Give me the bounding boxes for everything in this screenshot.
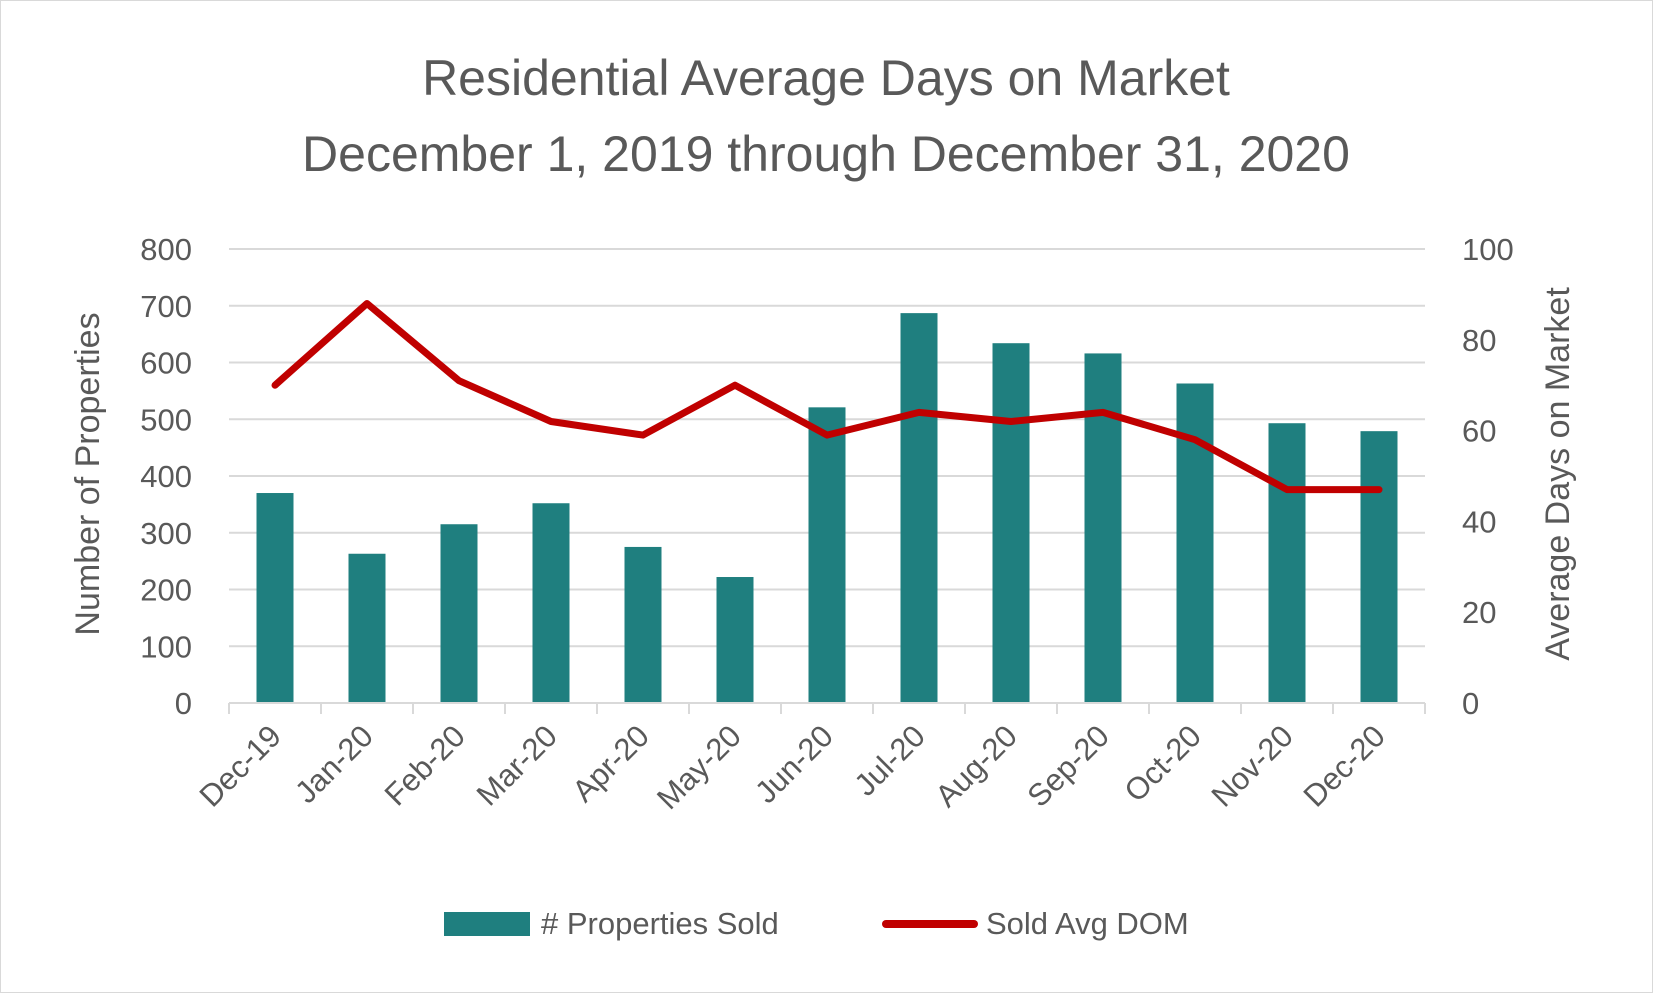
right-axis-ticks: 0 20 40 60 80 100 <box>1462 232 1514 721</box>
x-tick-label: Dec-20 <box>1297 718 1392 813</box>
bar <box>1268 423 1306 703</box>
line-series <box>271 300 1383 494</box>
right-axis-title: Average Days on Market <box>1539 287 1577 661</box>
legend-bar-label: # Properties Sold <box>541 906 779 941</box>
x-tick-label: Jul-20 <box>847 718 931 802</box>
legend-bar-swatch <box>444 912 530 936</box>
bar <box>348 553 386 703</box>
legend-line-label: Sold Avg DOM <box>986 906 1189 941</box>
bar-series <box>256 313 1398 703</box>
dom-point <box>550 421 552 423</box>
x-tick-label: Nov-20 <box>1205 718 1300 813</box>
left-tick-label: 700 <box>140 289 192 324</box>
right-tick-label: 20 <box>1462 595 1496 630</box>
dom-point <box>1194 439 1196 441</box>
x-axis <box>228 702 1426 714</box>
x-tick-label: Mar-20 <box>470 718 564 812</box>
dom-point <box>1010 421 1012 423</box>
left-axis-ticks: 0 100 200 300 400 500 600 700 800 <box>140 232 192 721</box>
dom-line <box>271 300 1383 494</box>
right-tick-label: 40 <box>1462 504 1496 539</box>
right-tick-label: 60 <box>1462 414 1496 449</box>
x-tick-label: Feb-20 <box>378 718 472 812</box>
x-tick-label: Aug-20 <box>929 718 1024 813</box>
dom-point <box>1378 489 1380 491</box>
x-tick-label: Dec-19 <box>193 718 288 813</box>
bar <box>256 493 294 703</box>
dom-point <box>366 302 368 304</box>
right-tick-label: 80 <box>1462 323 1496 358</box>
bar <box>716 577 754 703</box>
x-tick-label: Apr-20 <box>565 718 656 809</box>
bar <box>1084 353 1122 703</box>
left-tick-label: 200 <box>140 573 192 608</box>
x-tick-label: Jun-20 <box>748 718 840 810</box>
dom-point <box>1286 489 1288 491</box>
left-axis-title: Number of Properties <box>69 312 107 635</box>
bar <box>808 407 846 703</box>
dom-point <box>734 384 736 386</box>
chart-subtitle: December 1, 2019 through December 31, 20… <box>302 126 1350 182</box>
bar <box>992 343 1030 703</box>
dom-point <box>642 434 644 436</box>
x-tick-label: Sep-20 <box>1021 718 1116 813</box>
dom-point <box>826 434 828 436</box>
dom-point <box>274 384 276 386</box>
bar <box>532 503 570 703</box>
x-tick-label: Oct-20 <box>1117 718 1208 809</box>
bar <box>1176 383 1214 703</box>
left-tick-label: 600 <box>140 346 192 381</box>
right-tick-label: 0 <box>1462 686 1479 721</box>
chart-title: Residential Average Days on Market <box>422 50 1230 106</box>
dom-point <box>918 411 920 413</box>
bar <box>1360 431 1398 703</box>
legend: # Properties Sold Sold Avg DOM <box>444 906 1189 941</box>
left-tick-label: 500 <box>140 402 192 437</box>
bar <box>624 546 662 703</box>
dom-point <box>1102 411 1104 413</box>
dom-point <box>458 380 460 382</box>
left-tick-label: 0 <box>175 686 192 721</box>
right-tick-label: 100 <box>1462 232 1514 267</box>
x-tick-label: May-20 <box>650 718 748 816</box>
x-tick-label: Jan-20 <box>288 718 380 810</box>
bar <box>900 313 938 703</box>
left-tick-label: 100 <box>140 629 192 664</box>
left-tick-label: 300 <box>140 516 192 551</box>
left-tick-label: 400 <box>140 459 192 494</box>
left-tick-label: 800 <box>140 232 192 267</box>
bar <box>440 524 478 703</box>
